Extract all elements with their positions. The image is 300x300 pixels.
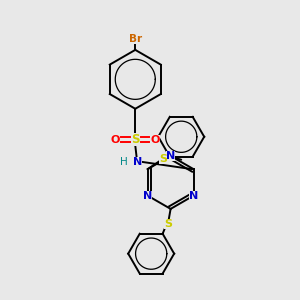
Text: O: O <box>111 135 120 145</box>
Text: N: N <box>133 157 142 167</box>
Text: S: S <box>159 154 167 164</box>
Text: N: N <box>166 151 175 161</box>
Text: N: N <box>143 190 152 201</box>
Text: Br: Br <box>129 34 142 44</box>
Text: S: S <box>131 133 140 146</box>
Text: H: H <box>120 157 128 167</box>
Text: O: O <box>150 135 160 145</box>
Text: S: S <box>164 219 172 229</box>
Text: N: N <box>189 190 198 201</box>
